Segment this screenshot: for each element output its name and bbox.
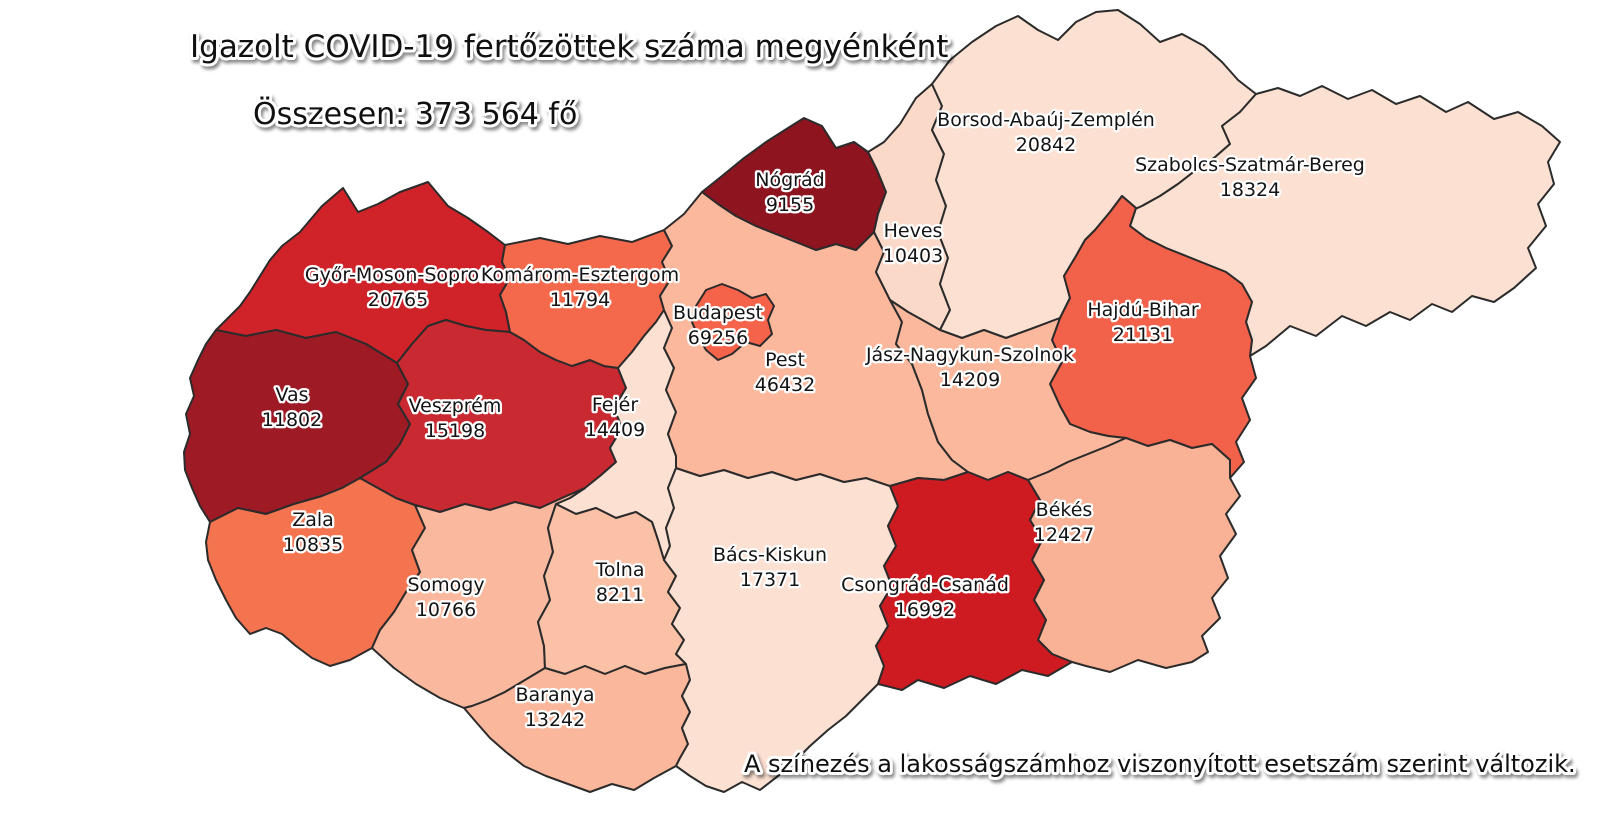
county-label-fejer: Fejér 14409 (585, 394, 645, 441)
county-label-nograd: Nógrád 9155 (755, 169, 824, 216)
county-label-somogy: Somogy 10766 (407, 574, 484, 621)
county-label-budapest: Budapest 69256 (673, 302, 763, 349)
map-title: Igazolt COVID-19 fertőzöttek száma megyé… (190, 29, 948, 65)
county-baranya (463, 663, 691, 793)
county-label-szabolcs-szatmar-bereg: Szabolcs-Szatmár-Bereg 18324 (1135, 154, 1365, 201)
county-csongrad-csanad (875, 471, 1073, 691)
county-label-vas: Vas 11802 (262, 384, 322, 431)
county-label-hajdu-bihar: Hajdú-Bihar 21131 (1087, 299, 1198, 346)
county-label-pest: Pest 46432 (755, 349, 815, 396)
county-shapes (183, 9, 1561, 793)
county-label-borsod-abauj-zemplen: Borsod-Abaúj-Zemplén 20842 (937, 109, 1155, 156)
county-label-gyor-moson-sopron: Győr-Moson-Sopron 20765 (305, 264, 491, 311)
county-label-komarom-esztergom: Komárom-Esztergom 11794 (481, 264, 679, 311)
map-subtitle: Összesen: 373 564 fő (253, 96, 577, 132)
county-label-baranya: Baranya 13242 (515, 684, 594, 731)
county-bekes (1027, 437, 1241, 673)
county-label-heves: Heves 10403 (883, 220, 943, 267)
county-bacs-kiskun (663, 467, 899, 793)
county-label-tolna: Tolna 8211 (595, 559, 645, 606)
county-budapest (691, 283, 775, 361)
county-label-bacs-kiskun: Bács-Kiskun 17371 (713, 544, 827, 591)
county-label-veszprem: Veszprém 15198 (409, 395, 502, 442)
county-label-zala: Zala 10835 (283, 509, 343, 556)
map-footnote: A színezés a lakosságszámhoz viszonyítot… (744, 750, 1576, 778)
county-label-csongrad-csanad: Csongrád-Csanád 16992 (841, 574, 1009, 621)
county-label-jasz-nagykun-szolnok: Jász-Nagykun-Szolnok 14209 (865, 344, 1074, 391)
county-label-bekes: Békés 12427 (1034, 499, 1094, 546)
